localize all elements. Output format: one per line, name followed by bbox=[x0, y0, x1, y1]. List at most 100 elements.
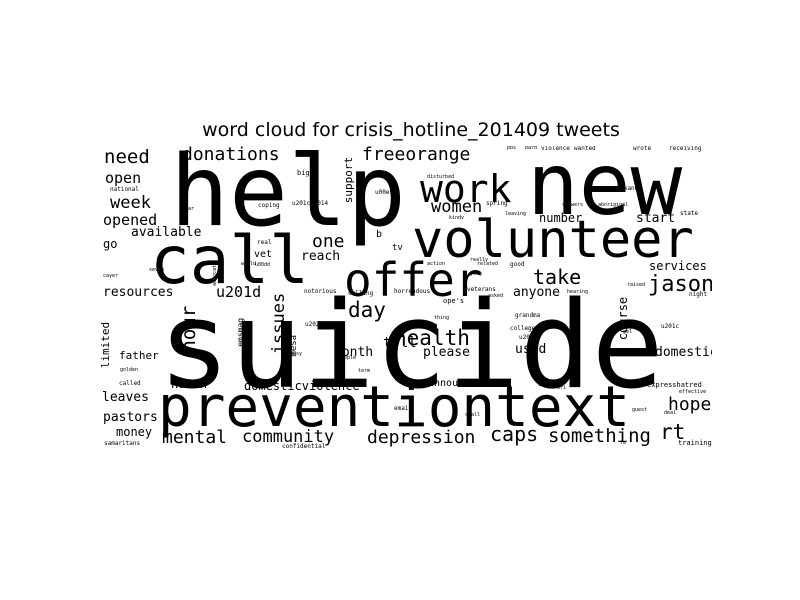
word-leaving: leaving bbox=[505, 211, 527, 217]
word-jason: jason bbox=[648, 272, 712, 297]
word-donations: donations bbox=[182, 146, 280, 165]
word-raised: raised bbox=[627, 282, 646, 288]
word-deal: deal bbox=[664, 410, 677, 416]
word-announcement: announcement bbox=[428, 378, 501, 389]
word-u2022: u2022 bbox=[305, 321, 324, 328]
word-vet: vet bbox=[254, 249, 273, 260]
word-guest: guest bbox=[632, 407, 648, 413]
word-go: go bbox=[103, 237, 118, 251]
word-advocate: advocate bbox=[212, 261, 218, 286]
word-receiving: receiving bbox=[669, 146, 702, 152]
word-night: night bbox=[689, 291, 708, 298]
word-cayer: cayer bbox=[103, 273, 119, 279]
word-community: community bbox=[242, 427, 335, 447]
word-expresshatred: expresshatred bbox=[647, 381, 702, 389]
word-disturbed: disturbed bbox=[427, 174, 455, 180]
word-bard: bard bbox=[525, 146, 538, 151]
word-open: open bbox=[105, 169, 142, 187]
word-emsmag: emsmag bbox=[236, 317, 245, 347]
word-number: number bbox=[539, 211, 583, 225]
word-father: father bbox=[119, 349, 159, 362]
word-spring: spring bbox=[486, 200, 508, 207]
word-seattle: seattle bbox=[538, 381, 564, 388]
word-reach: reach bbox=[301, 249, 341, 264]
word-called: called bbox=[119, 380, 141, 387]
word-women: women bbox=[431, 197, 483, 217]
word-effective: effective bbox=[679, 389, 707, 395]
word-confidential: confidential bbox=[282, 443, 326, 450]
word-tv: tv bbox=[392, 243, 403, 253]
word-small: small bbox=[465, 412, 481, 418]
word-day: day bbox=[348, 298, 386, 322]
word-work: work bbox=[420, 167, 512, 211]
word-domestic: domestic bbox=[655, 345, 712, 360]
word-viewers: viewers bbox=[562, 202, 584, 208]
word-limited: limited bbox=[100, 321, 112, 369]
word-seven: seven bbox=[149, 267, 165, 273]
word-human: human bbox=[171, 377, 208, 391]
word-people: people bbox=[338, 355, 357, 361]
word-world: world bbox=[241, 261, 257, 267]
word-support: support bbox=[342, 156, 355, 204]
word-need: need bbox=[104, 146, 150, 168]
word-one: one bbox=[312, 231, 345, 252]
word-national: national bbox=[110, 186, 139, 193]
word-caps: caps bbox=[490, 422, 539, 446]
word-suicide: suicide bbox=[158, 277, 664, 416]
word-anyone: anyone bbox=[513, 285, 560, 300]
word-busy: busy bbox=[290, 351, 303, 357]
word-issues: issues bbox=[269, 292, 289, 355]
word-violence: violence bbox=[541, 146, 570, 152]
word-u201cu2014: u201cu2014 bbox=[292, 200, 329, 207]
word-term: term bbox=[358, 368, 371, 374]
word-asked: asked bbox=[488, 293, 504, 299]
word-mri: mri bbox=[557, 385, 567, 391]
word-horrendous: horrendous bbox=[394, 288, 431, 295]
word-thing: thing bbox=[434, 315, 450, 321]
word-opened: opened bbox=[103, 211, 158, 229]
word-samaritans: samaritans bbox=[104, 440, 141, 447]
word-kindv: kindv bbox=[449, 215, 465, 221]
word-calling: calling bbox=[348, 290, 374, 297]
word-wrote: wrote bbox=[633, 146, 652, 152]
word-mental: mental bbox=[162, 427, 228, 448]
word-spokane: spokane bbox=[613, 185, 639, 192]
word-offer: offer bbox=[344, 253, 483, 307]
word-start: start bbox=[636, 211, 676, 226]
word-available: available bbox=[131, 225, 202, 240]
word-depression: depression bbox=[367, 427, 476, 448]
word-big: big bbox=[297, 169, 310, 177]
word-coping: coping bbox=[258, 202, 280, 209]
word-leaves: leaves bbox=[102, 390, 149, 405]
word-really: really bbox=[470, 257, 489, 263]
word-hope: hope bbox=[668, 394, 712, 415]
word-state: state bbox=[680, 210, 699, 217]
word-toll: toll bbox=[383, 335, 417, 351]
word-training: training bbox=[678, 439, 712, 447]
word-gel: gel bbox=[623, 329, 633, 335]
word-u00dd: u00dd bbox=[255, 262, 271, 268]
word-volunteer: volunteer bbox=[412, 210, 694, 270]
word-grandma: grandma bbox=[515, 312, 541, 319]
word-cloud: suicide help new preventiontext call voluntee… bbox=[100, 146, 712, 451]
word-yeah: yeah bbox=[470, 271, 483, 277]
word-freeorange: freeorange bbox=[362, 146, 471, 165]
word-domesticviolence: domesticviolence bbox=[244, 379, 360, 393]
word-good: good bbox=[510, 261, 525, 268]
word-golden: golden bbox=[120, 367, 139, 373]
word-pbs: pbs bbox=[507, 146, 517, 151]
word-resources: resources bbox=[103, 285, 174, 300]
word-veterans: veterans bbox=[467, 286, 496, 293]
word-take: take bbox=[533, 265, 582, 289]
word-u201c: u201c bbox=[661, 323, 680, 330]
word-notorious: notorious bbox=[304, 288, 337, 295]
word-hour: hour bbox=[178, 305, 200, 352]
word-please: please bbox=[423, 345, 470, 360]
word-related: related bbox=[477, 261, 499, 267]
word-pastors: pastors bbox=[103, 410, 158, 425]
word-fm: fm bbox=[620, 440, 627, 446]
word-far: far bbox=[185, 206, 195, 212]
word-new: new bbox=[527, 146, 683, 235]
word-action: action bbox=[427, 261, 446, 267]
word-services: services bbox=[649, 259, 707, 273]
